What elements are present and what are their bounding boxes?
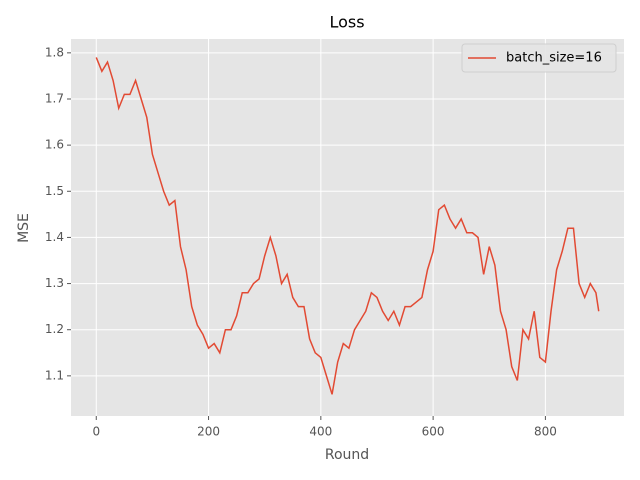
- x-tick-label: 0: [92, 425, 100, 439]
- y-tick-label: 1.4: [45, 230, 64, 244]
- y-tick-label: 1.2: [45, 322, 64, 336]
- legend-box: [461, 43, 617, 73]
- y-tick-label: 1.7: [45, 91, 64, 105]
- y-tick-label: 1.8: [45, 45, 64, 59]
- x-tick-label: 600: [422, 425, 445, 439]
- y-tick-label: 1.3: [45, 276, 64, 290]
- chart-title: Loss: [329, 13, 364, 32]
- legend-label: batch_size=16: [506, 51, 602, 66]
- y-tick-label: 1.1: [45, 368, 64, 382]
- plot-area: [71, 39, 624, 416]
- y-tick-label: 1.5: [45, 184, 64, 198]
- x-tick-label: 200: [197, 425, 220, 439]
- y-axis-label: MSE: [16, 213, 32, 243]
- data-line: [95, 57, 600, 395]
- x-axis-label: Round: [325, 447, 369, 463]
- y-tick-label: 1.6: [45, 138, 64, 152]
- x-tick-label: 400: [309, 425, 332, 439]
- x-tick-label: 800: [534, 425, 557, 439]
